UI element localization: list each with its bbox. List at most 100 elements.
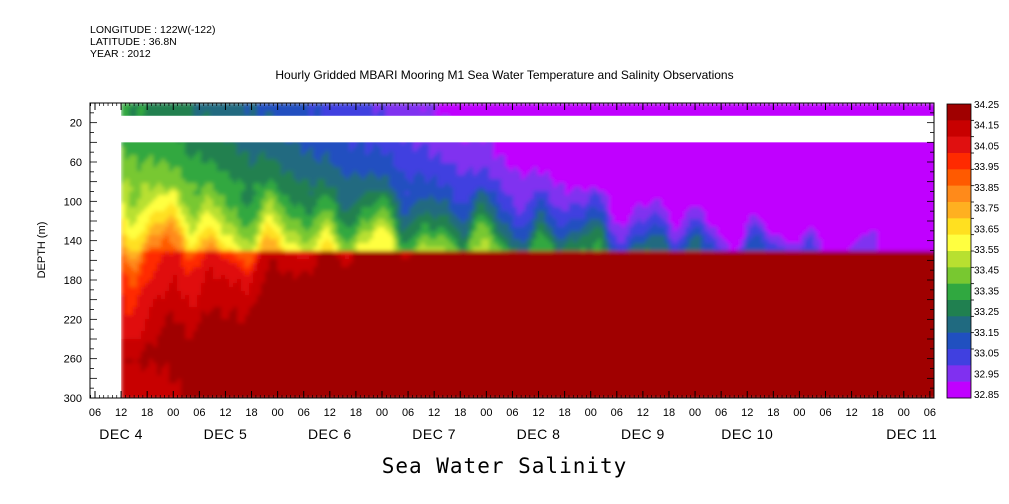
heatmap-cell [277, 187, 282, 192]
heatmap-cell [337, 279, 342, 284]
heatmap-cell [181, 371, 186, 376]
heatmap-cell [317, 363, 322, 368]
heatmap-cell [273, 387, 278, 392]
heatmap-cell [361, 383, 366, 388]
heatmap-cell [265, 247, 270, 252]
heatmap-cell [193, 251, 198, 256]
heatmap-cell [301, 267, 306, 272]
heatmap-cell [313, 235, 318, 240]
heatmap-cell [185, 291, 190, 296]
heatmap-cell [325, 355, 330, 360]
heatmap-cell [261, 351, 266, 356]
heatmap-cell [209, 211, 214, 216]
heatmap-cell [277, 235, 282, 240]
heatmap-cell [361, 167, 366, 172]
heatmap-cell [321, 215, 326, 220]
heatmap-cell [353, 199, 358, 204]
heatmap-cell [241, 327, 246, 332]
heatmap-cell [261, 275, 266, 280]
heatmap-cell [269, 175, 274, 180]
heatmap-cell [197, 231, 202, 236]
heatmap-cell [125, 283, 130, 288]
heatmap-cell [145, 219, 150, 224]
heatmap-cell [221, 395, 226, 398]
heatmap-cell [325, 159, 330, 164]
heatmap-cell [129, 219, 134, 224]
heatmap-cell [261, 255, 266, 260]
heatmap-cell [245, 219, 250, 224]
heatmap-cell [277, 279, 282, 284]
heatmap-cell [217, 287, 222, 292]
heatmap-cell [321, 239, 326, 244]
heatmap-cell [297, 155, 302, 160]
heatmap-cell [289, 331, 294, 336]
heatmap-cell [257, 247, 262, 252]
heatmap-cell [185, 203, 190, 208]
heatmap-cell [237, 363, 242, 368]
heatmap-cell [253, 171, 258, 176]
heatmap-cell [273, 195, 278, 200]
heatmap-cell [153, 191, 158, 196]
heatmap-cell [293, 143, 298, 148]
heatmap-cell [245, 287, 250, 292]
heatmap-cell [165, 379, 170, 384]
heatmap-cell [185, 271, 190, 276]
heatmap-cell [345, 263, 350, 268]
heatmap-cell [369, 171, 374, 176]
heatmap-cell [281, 271, 286, 276]
heatmap-cell [373, 375, 378, 380]
heatmap-cell [285, 379, 290, 384]
heatmap-cell [241, 195, 246, 200]
heatmap-cell [153, 235, 158, 240]
heatmap-cell [193, 235, 198, 240]
heatmap-cell [341, 355, 346, 360]
heatmap-cell [229, 159, 234, 164]
heatmap-cell [209, 387, 214, 392]
heatmap-cell [161, 311, 166, 316]
heatmap-cell [245, 187, 250, 192]
heatmap-cell [337, 311, 342, 316]
heatmap-cell [161, 283, 166, 288]
heatmap-cell [273, 183, 278, 188]
heatmap-cell [309, 163, 314, 168]
heatmap-cell [265, 371, 270, 376]
heatmap-cell [265, 299, 270, 304]
heatmap-cell [381, 387, 386, 392]
heatmap-cell [157, 195, 162, 200]
heatmap-cell [121, 279, 126, 284]
heatmap-cell [241, 319, 246, 324]
heatmap-cell [389, 235, 394, 240]
heatmap-cell [365, 363, 370, 368]
heatmap-cell [313, 143, 318, 148]
heatmap-cell [333, 347, 338, 352]
heatmap-cell [365, 295, 370, 300]
heatmap-cell [257, 235, 262, 240]
heatmap-cell [365, 143, 370, 148]
heatmap-cell [169, 159, 174, 164]
heatmap-cell [369, 203, 374, 208]
heatmap-cell [157, 247, 162, 252]
heatmap-cell [369, 239, 374, 244]
heatmap-cell [213, 371, 218, 376]
heatmap-cell [317, 315, 322, 320]
heatmap-cell [385, 163, 390, 168]
heatmap-cell [173, 311, 178, 316]
heatmap-cell [381, 151, 386, 156]
heatmap-cell [209, 163, 214, 168]
heatmap-cell [365, 263, 370, 268]
heatmap-cell [361, 255, 366, 260]
heatmap-cell [341, 327, 346, 332]
heatmap-cell [169, 183, 174, 188]
heatmap-cell [161, 255, 166, 260]
heatmap-cell [325, 103, 330, 108]
heatmap-cell [337, 343, 342, 348]
heatmap-cell [377, 279, 382, 284]
heatmap-cell [253, 203, 258, 208]
heatmap-cell [161, 363, 166, 368]
heatmap-cell [333, 111, 338, 116]
heatmap-cell [185, 267, 190, 272]
heatmap-cell [129, 359, 134, 364]
heatmap-cell [137, 103, 142, 108]
heatmap-cell [285, 143, 290, 148]
heatmap-cell [173, 335, 178, 340]
